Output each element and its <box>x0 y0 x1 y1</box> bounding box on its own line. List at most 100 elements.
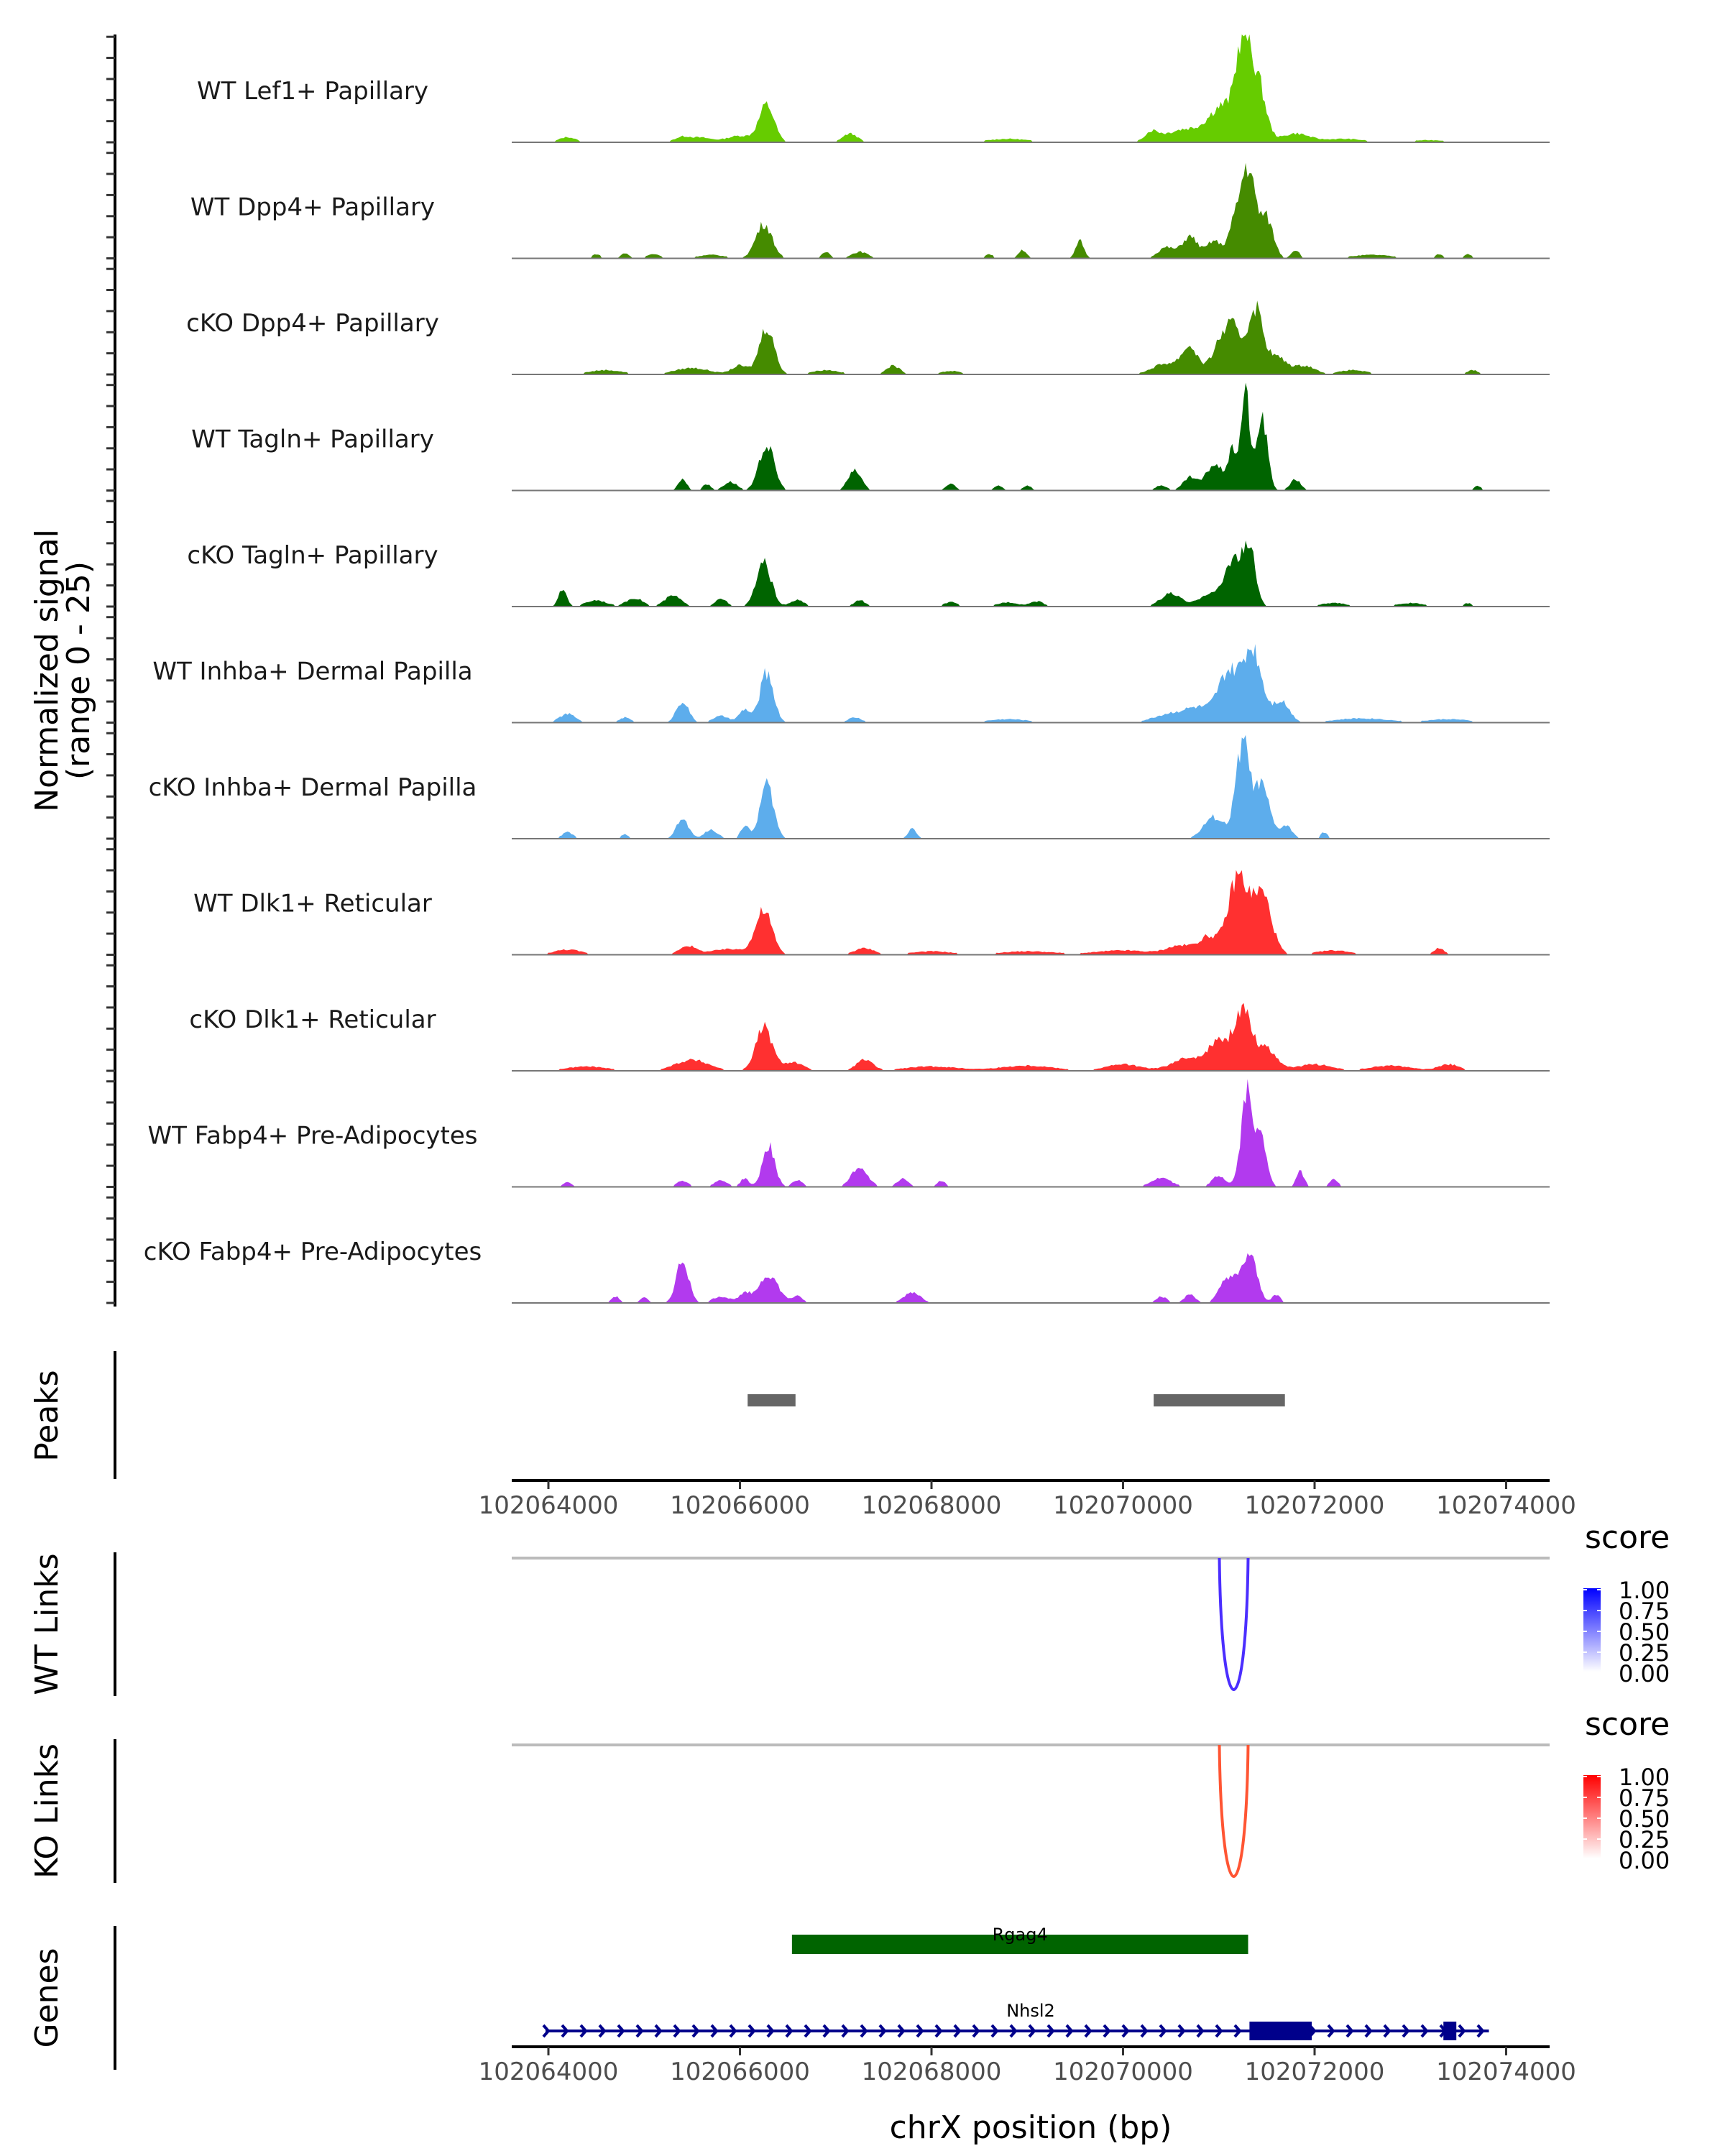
legend-title: score <box>1585 1706 1670 1743</box>
y-axis-title-line2: (range 0 - 25) <box>60 561 97 780</box>
x-axis-bottom: 102064000 102066000 102068000 102070000 1020… <box>479 2045 1576 2086</box>
track-label: WT Tagln+ Papillary <box>191 425 434 454</box>
coverage-track: WT Tagln+ Papillary <box>191 382 1550 492</box>
wt-links-label: WT Links <box>29 1553 65 1695</box>
strand-arrow-icon <box>1327 2024 1335 2038</box>
strand-arrow-icon <box>1140 2024 1149 2038</box>
strand-arrow-icon <box>990 2024 999 2038</box>
x-tick-label: 102064000 <box>479 2058 619 2086</box>
strand-arrow-icon <box>860 2024 868 2038</box>
legend-tick-label: 0.25 <box>1619 1639 1670 1667</box>
strand-arrow-icon <box>617 2024 625 2038</box>
strand-arrow-icon <box>934 2024 943 2038</box>
strand-arrow-icon <box>729 2024 737 2038</box>
strand-arrow-icon <box>1233 2024 1242 2038</box>
strand-arrow-icon <box>710 2024 719 2038</box>
coverage-y-axis-title: Normalized signal (range 0 - 25) <box>29 529 97 812</box>
track-label: cKO Dlk1+ Reticular <box>189 1005 436 1034</box>
legend-tick-label: 0.25 <box>1619 1826 1670 1853</box>
coverage-track: cKO Fabp4+ Pre-Adipocytes <box>144 1238 1550 1304</box>
x-tick-label: 102070000 <box>1053 1491 1193 1520</box>
strand-arrow-icon <box>1364 2024 1373 2038</box>
legend-colorbar <box>1583 1588 1601 1672</box>
strand-arrow-icon <box>1383 2024 1392 2038</box>
strand-arrow-icon <box>561 2024 569 2038</box>
strand-arrow-icon <box>1458 2024 1466 2038</box>
strand-arrow-icon <box>1196 2024 1205 2038</box>
strand-arrow-icon <box>972 2024 980 2038</box>
track-label: cKO Tagln+ Papillary <box>187 541 438 570</box>
gene-model: Rgag4 <box>791 1925 1248 1954</box>
x-tick-label: 102066000 <box>670 1491 810 1520</box>
legend-tick-label: 0.50 <box>1619 1805 1670 1833</box>
coverage-track: cKO Inhba+ Dermal Papilla <box>149 734 1550 839</box>
strand-arrow-icon <box>1420 2024 1429 2038</box>
gene-label: Rgag4 <box>993 1925 1048 1945</box>
genes-track-label: Genes <box>29 1948 65 2047</box>
strand-arrow-icon <box>691 2024 700 2038</box>
wt-links-panel: WT Links score 1.000.750.500.250.00 <box>29 1519 1670 1696</box>
strand-arrow-icon <box>1046 2024 1055 2038</box>
track-label: WT Dpp4+ Papillary <box>190 193 435 222</box>
strand-arrow-icon <box>579 2024 588 2038</box>
strand-arrow-icon <box>1084 2024 1092 2038</box>
track-label: cKO Inhba+ Dermal Papilla <box>149 773 477 802</box>
strand-arrow-icon <box>785 2024 794 2038</box>
gene-models: Rgag4 Nhsl2 <box>542 1925 1489 2040</box>
legend-colorbar <box>1583 1775 1601 1858</box>
x-tick-label: 102068000 <box>862 1491 1002 1520</box>
signal-area <box>529 870 1487 955</box>
legend-title: score <box>1585 1519 1670 1556</box>
peak-region <box>1154 1394 1285 1406</box>
coverage-track: WT Dpp4+ Papillary <box>190 162 1550 259</box>
x-tick-label: 102072000 <box>1245 1491 1385 1520</box>
signal-area <box>529 34 1487 142</box>
strand-arrow-icon <box>766 2024 775 2038</box>
gene-exon <box>1249 2022 1312 2040</box>
strand-arrow-icon <box>542 2024 551 2038</box>
legend-tick-label: 0.50 <box>1619 1618 1670 1646</box>
signal-area <box>529 1003 1487 1071</box>
peaks-panel: Peaks <box>29 1351 1285 1479</box>
signal-area <box>529 644 1487 723</box>
strand-arrow-icon <box>878 2024 887 2038</box>
strand-arrow-icon <box>953 2024 962 2038</box>
signal-area <box>529 382 1487 491</box>
strand-arrow-icon <box>1065 2024 1074 2038</box>
strand-arrow-icon <box>1215 2024 1223 2038</box>
strand-arrow-icon <box>1177 2024 1186 2038</box>
coverage-track: cKO Dlk1+ Reticular <box>189 1003 1550 1072</box>
signal-area <box>529 1079 1487 1187</box>
legend-tick-label: 1.00 <box>1619 1577 1670 1604</box>
strand-arrow-icon <box>1346 2024 1354 2038</box>
coverage-track: WT Inhba+ Dermal Papilla <box>152 644 1550 724</box>
strand-arrow-icon <box>1121 2024 1130 2038</box>
x-tick-label: 102070000 <box>1053 2058 1193 2086</box>
x-tick-label: 102072000 <box>1245 2058 1385 2086</box>
coverage-track: WT Lef1+ Papillary <box>197 34 1550 143</box>
link-arc <box>1218 1557 1250 1691</box>
coverage-track: cKO Tagln+ Papillary <box>187 540 1550 607</box>
legend-tick-label: 0.75 <box>1619 1784 1670 1812</box>
strand-arrow-icon <box>897 2024 906 2038</box>
strand-arrow-icon <box>1103 2024 1111 2038</box>
track-label: WT Lef1+ Papillary <box>197 77 428 106</box>
strand-arrow-icon <box>841 2024 850 2038</box>
ko-links-label: KO Links <box>29 1743 65 1879</box>
gene-label: Nhsl2 <box>1006 2001 1055 2021</box>
peak-bars <box>748 1394 1285 1406</box>
coverage-track: WT Dlk1+ Reticular <box>193 870 1550 956</box>
signal-area <box>529 1253 1487 1303</box>
legend-tick-label: 0.00 <box>1619 1847 1670 1874</box>
track-label: WT Fabp4+ Pre-Adipocytes <box>148 1122 478 1151</box>
x-tick-label: 102068000 <box>862 2058 1002 2086</box>
signal-area <box>529 734 1487 839</box>
coverage-track: WT Fabp4+ Pre-Adipocytes <box>148 1079 1550 1188</box>
strand-arrow-icon <box>673 2024 681 2038</box>
coverage-track: cKO Dpp4+ Papillary <box>186 300 1550 375</box>
y-axis-title-line1: Normalized signal <box>29 529 65 812</box>
legend-tick-label: 0.75 <box>1619 1598 1670 1625</box>
x-tick-label: 102074000 <box>1436 1491 1576 1520</box>
signal-area <box>529 162 1487 259</box>
